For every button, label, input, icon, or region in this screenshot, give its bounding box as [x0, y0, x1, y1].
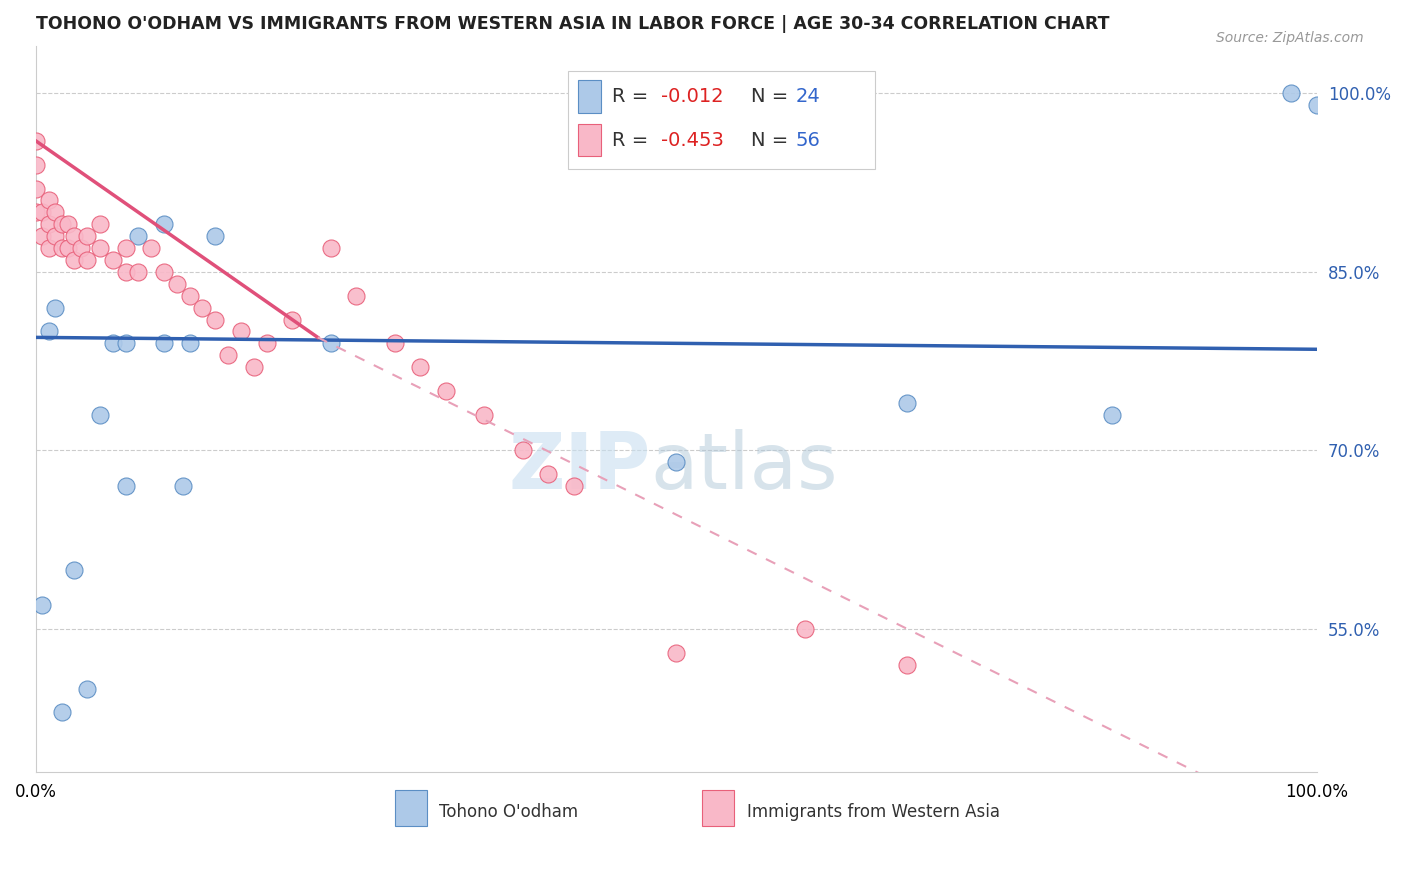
Point	[51, 241, 73, 255]
Point	[217, 348, 239, 362]
Point	[51, 706, 73, 720]
Text: -0.012: -0.012	[661, 87, 724, 106]
Point	[204, 312, 226, 326]
Point	[281, 312, 304, 326]
Text: N =: N =	[751, 87, 794, 106]
Point	[191, 301, 214, 315]
Point	[44, 301, 66, 315]
Point	[896, 657, 918, 672]
Point	[242, 360, 264, 375]
Point	[793, 622, 815, 636]
Point	[537, 467, 560, 482]
Point	[166, 277, 188, 291]
Point	[25, 134, 48, 148]
Point	[153, 336, 176, 351]
Point	[89, 241, 111, 255]
Point	[562, 479, 585, 493]
FancyBboxPatch shape	[568, 71, 875, 169]
Point	[229, 325, 252, 339]
Point	[114, 241, 136, 255]
Point	[512, 443, 534, 458]
Point	[896, 396, 918, 410]
Bar	[702, 790, 734, 827]
Text: 24: 24	[796, 87, 820, 106]
Point	[56, 217, 79, 231]
Point	[1279, 87, 1302, 101]
Text: Tohono O'odham: Tohono O'odham	[440, 803, 578, 821]
Point	[114, 336, 136, 351]
Point	[31, 205, 53, 219]
Point	[44, 205, 66, 219]
Point	[38, 194, 60, 208]
Text: 56: 56	[796, 130, 821, 150]
Text: atlas: atlas	[651, 429, 838, 505]
Text: N =: N =	[751, 130, 794, 150]
Text: Immigrants from Western Asia: Immigrants from Western Asia	[747, 803, 1000, 821]
Point	[179, 289, 201, 303]
Bar	[578, 124, 600, 156]
Point	[472, 408, 495, 422]
Text: R =: R =	[613, 87, 655, 106]
Point	[51, 217, 73, 231]
Bar	[395, 790, 426, 827]
Point	[665, 455, 688, 469]
Point	[89, 408, 111, 422]
Point	[31, 229, 53, 244]
Point	[38, 241, 60, 255]
Point	[101, 252, 124, 267]
Text: R =: R =	[613, 130, 655, 150]
Point	[409, 360, 432, 375]
Point	[665, 646, 688, 660]
Point	[204, 229, 226, 244]
Point	[179, 336, 201, 351]
Point	[25, 205, 48, 219]
Point	[89, 217, 111, 231]
Point	[319, 336, 342, 351]
Bar	[578, 80, 600, 113]
Point	[256, 336, 278, 351]
Point	[76, 681, 98, 696]
Point	[153, 217, 176, 231]
Point	[1306, 98, 1329, 112]
Text: -0.453: -0.453	[661, 130, 724, 150]
Point	[101, 336, 124, 351]
Point	[141, 241, 163, 255]
Point	[31, 599, 53, 613]
Point	[384, 336, 406, 351]
Point	[56, 241, 79, 255]
Point	[25, 158, 48, 172]
Point	[153, 265, 176, 279]
Point	[63, 229, 86, 244]
Point	[434, 384, 457, 398]
Text: Source: ZipAtlas.com: Source: ZipAtlas.com	[1216, 31, 1364, 45]
Point	[172, 479, 194, 493]
Point	[38, 217, 60, 231]
Text: ZIP: ZIP	[509, 429, 651, 505]
Point	[38, 325, 60, 339]
Point	[319, 241, 342, 255]
Point	[63, 252, 86, 267]
Point	[1101, 408, 1123, 422]
Point	[76, 229, 98, 244]
Point	[25, 181, 48, 195]
Point	[69, 241, 91, 255]
Point	[114, 265, 136, 279]
Point	[114, 479, 136, 493]
Point	[344, 289, 367, 303]
Point	[76, 252, 98, 267]
Point	[127, 265, 149, 279]
Point	[63, 563, 86, 577]
Point	[44, 229, 66, 244]
Point	[127, 229, 149, 244]
Text: TOHONO O'ODHAM VS IMMIGRANTS FROM WESTERN ASIA IN LABOR FORCE | AGE 30-34 CORREL: TOHONO O'ODHAM VS IMMIGRANTS FROM WESTER…	[37, 15, 1109, 33]
